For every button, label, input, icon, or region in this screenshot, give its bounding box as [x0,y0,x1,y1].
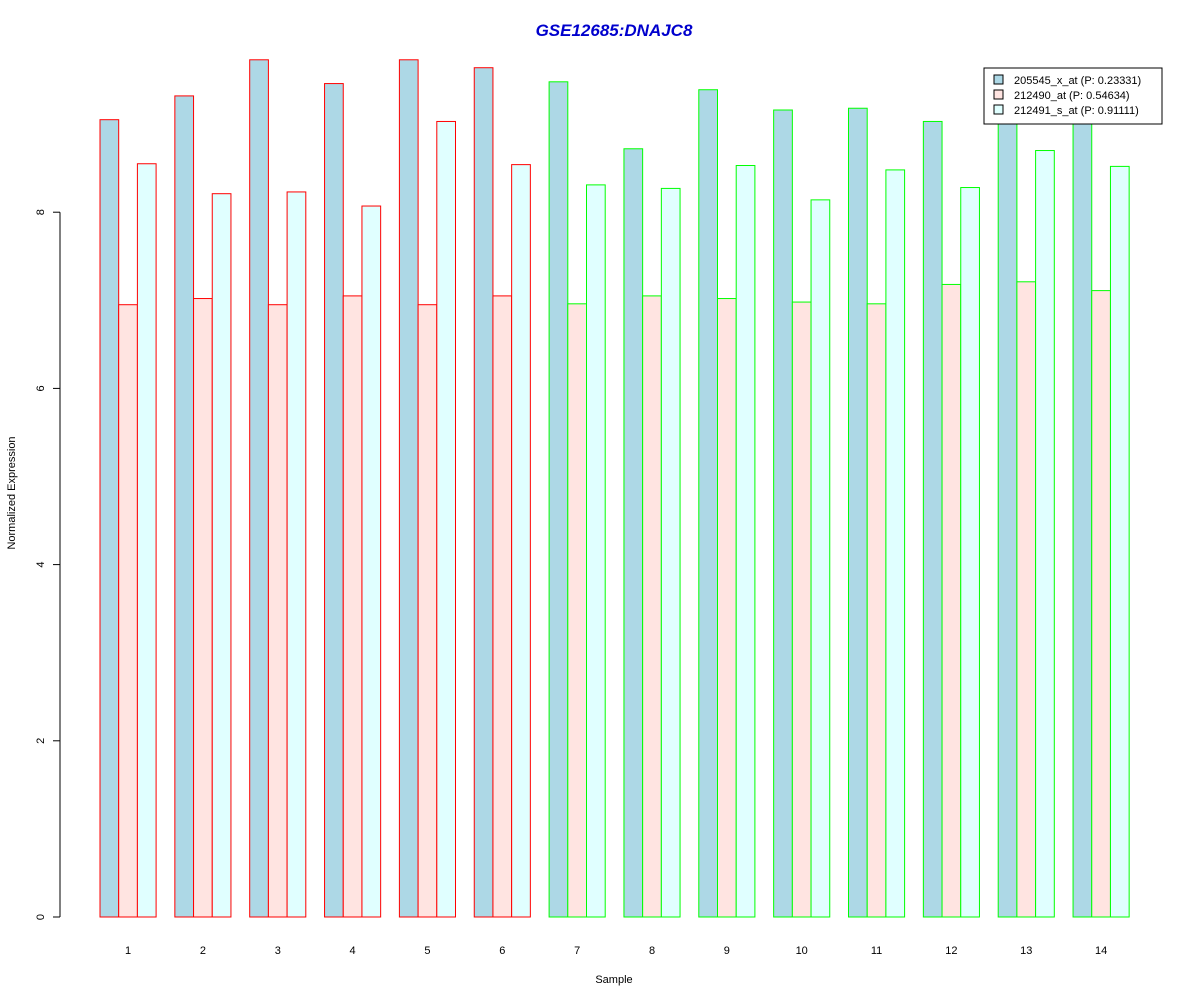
x-tick-label: 5 [424,945,430,957]
bar-sample-3-series-3 [286,191,307,918]
bar-sample-3-series-1 [249,59,269,918]
x-tick-label: 1 [125,945,131,957]
bar-sample-6-series-2 [492,295,513,918]
bar-sample-4-series-1 [324,83,344,918]
chart-title: GSE12685:DNAJC8 [536,21,693,40]
x-tick-labels: 1 2 3 4 5 6 7 8 9 10 11 12 13 14 [125,945,1107,957]
bar-sample-8-series-3 [660,187,681,918]
y-tick-label: 6 [35,385,47,391]
y-axis: 0 2 4 6 8 [35,209,61,920]
legend-label: 212491_s_at (P: 0.91111) [1014,105,1139,117]
bar-sample-12-series-1 [922,120,943,918]
bar-sample-8-series-2 [642,295,662,918]
bar-sample-1-series-1 [99,119,120,918]
bar-sample-4-series-3 [361,205,382,918]
y-tick-label: 2 [35,738,47,744]
x-tick-label: 12 [945,945,957,957]
y-tick-label: 0 [35,914,47,920]
legend-label: 205545_x_at (P: 0.23331) [1014,75,1141,87]
bar-sample-11-series-2 [866,303,887,918]
x-tick-label: 14 [1095,945,1107,957]
bar-sample-14-series-1 [1072,117,1093,918]
bar-sample-9-series-2 [717,298,737,918]
bar-sample-7-series-2 [567,303,587,918]
x-tick-label: 3 [275,945,281,957]
bar-sample-3-series-2 [267,304,288,918]
bar-sample-2-series-2 [193,298,213,918]
bar-sample-1-series-3 [136,163,157,918]
x-tick-label: 9 [724,945,730,957]
legend-swatch [993,89,1004,100]
bar-sample-8-series-1 [623,148,644,918]
bar-sample-10-series-2 [791,301,812,918]
bar-sample-5-series-3 [436,120,456,918]
legend-swatch [993,104,1004,115]
bar-sample-10-series-1 [773,109,793,918]
legend-box [983,67,1163,125]
x-tick-label: 4 [350,945,356,957]
bar-sample-9-series-1 [698,89,718,918]
legend-swatch [993,74,1004,85]
x-tick-label: 8 [649,945,655,957]
bar-sample-14-series-3 [1109,165,1130,918]
x-tick-label: 10 [796,945,808,957]
bar-sample-2-series-3 [211,193,232,918]
bar-sample-12-series-2 [941,283,962,918]
x-tick-label: 7 [574,945,580,957]
x-tick-label: 2 [200,945,206,957]
bar-sample-13-series-3 [1035,150,1055,918]
bar-sample-5-series-2 [417,304,438,918]
bar-sample-1-series-2 [118,304,138,918]
x-tick-label: 13 [1020,945,1032,957]
bar-sample-12-series-3 [960,187,980,918]
y-tick-label: 4 [35,562,47,568]
x-tick-label: 6 [499,945,505,957]
bar-sample-5-series-1 [398,59,419,918]
bar-sample-6-series-3 [511,164,531,918]
bar-sample-7-series-3 [586,184,606,918]
legend: 205545_x_at (P: 0.23331) 212490_at (P: 0.… [983,67,1163,125]
bar-sample-9-series-3 [735,165,756,918]
bar-sample-2-series-1 [174,95,195,918]
y-axis-label: Normalized Expression [6,436,18,549]
bar-sample-11-series-1 [848,107,868,918]
bar-sample-14-series-2 [1091,290,1111,918]
bar-sample-13-series-1 [997,121,1018,918]
bar-sample-7-series-1 [548,81,569,918]
bar-sample-6-series-1 [473,67,494,918]
x-tick-label: 11 [871,945,882,957]
bars-group [99,59,1130,918]
legend-label: 212490_at (P: 0.54634) [1014,90,1130,102]
bar-sample-4-series-2 [342,295,363,918]
y-tick-label: 8 [35,209,47,215]
bar-sample-13-series-2 [1016,281,1037,918]
bar-sample-11-series-3 [885,169,906,918]
bar-sample-10-series-3 [810,199,831,918]
x-axis-label: Sample [595,974,632,986]
